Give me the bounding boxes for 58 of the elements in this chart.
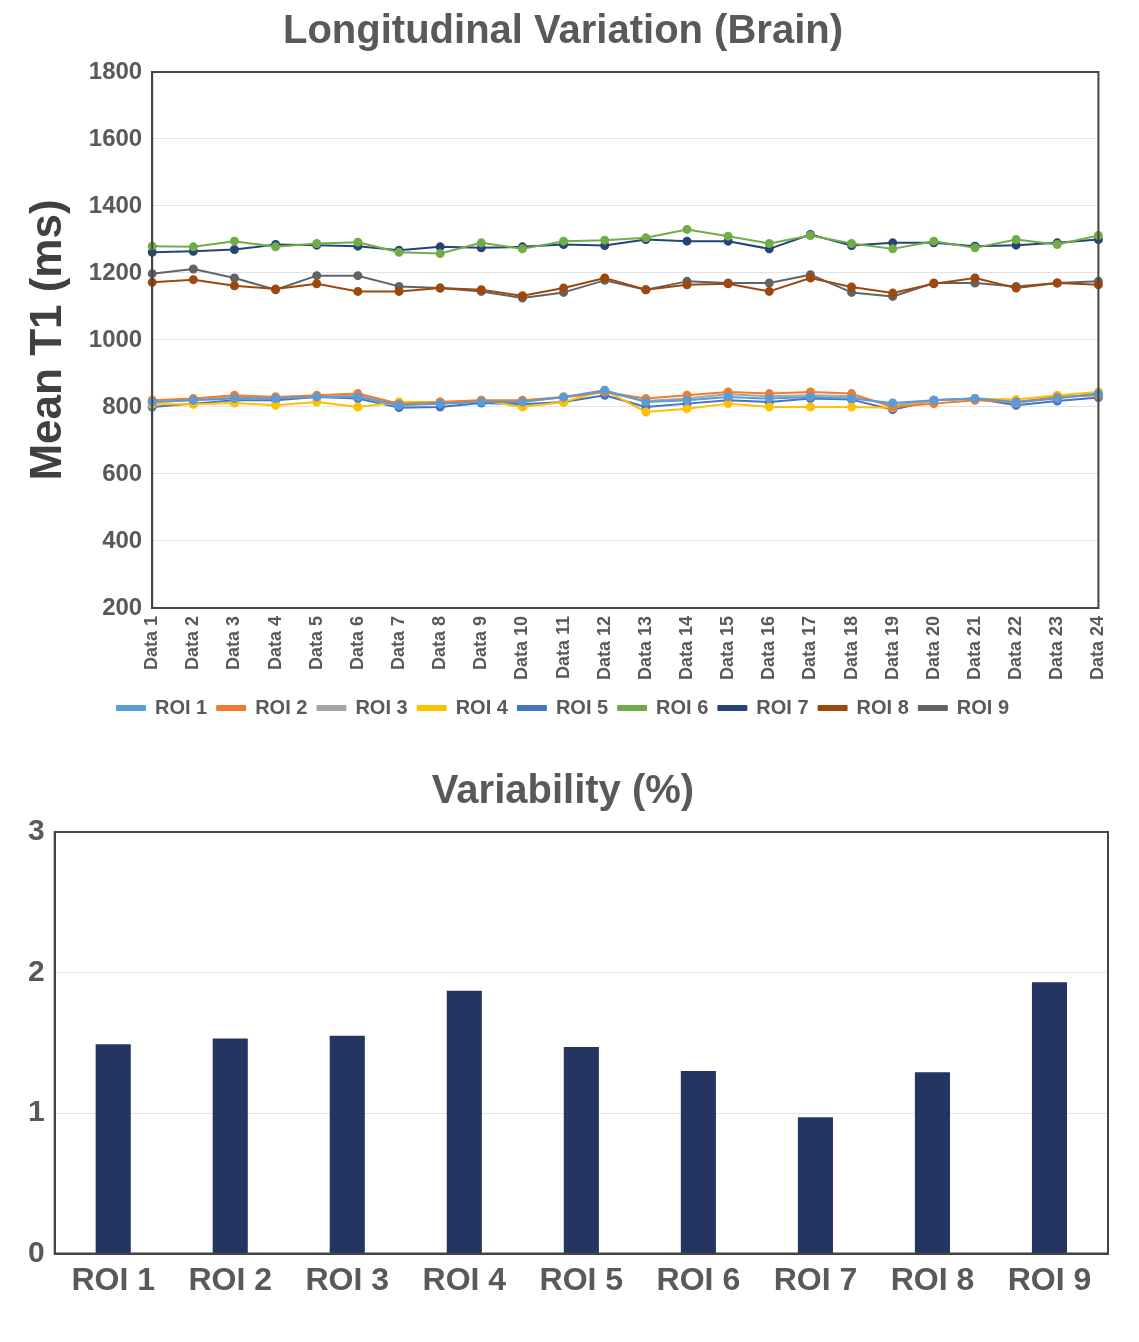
legend-label: ROI 1 <box>154 695 208 718</box>
x-tick-label: Data 14 <box>675 615 696 681</box>
x-tick-label: Data 6 <box>346 615 367 670</box>
y-tick-label: 800 <box>102 391 143 419</box>
x-tick-label: Data 4 <box>264 615 285 670</box>
x-tick-label: ROI 9 <box>1007 1260 1092 1297</box>
x-tick-label: Data 20 <box>922 615 943 681</box>
legend-label: ROI 2 <box>255 695 308 718</box>
chart-title: Longitudinal Variation (Brain) <box>283 7 843 52</box>
x-tick-label: Data 8 <box>429 615 450 670</box>
x-tick-label: ROI 5 <box>539 1260 624 1297</box>
x-tick-label: Data 21 <box>963 615 984 681</box>
y-tick-label: 600 <box>102 458 143 486</box>
x-tick-label: ROI 6 <box>656 1260 741 1297</box>
y-tick-label: 1800 <box>88 56 143 84</box>
legend-label: ROI 7 <box>756 695 809 718</box>
y-tick-label: 0 <box>28 1234 45 1268</box>
x-tick-label: ROI 8 <box>890 1260 975 1297</box>
x-tick-label: ROI 4 <box>422 1260 507 1297</box>
y-tick-label: 3 <box>28 813 45 847</box>
legend-label: ROI 8 <box>856 695 909 718</box>
x-tick-label: Data 24 <box>1087 615 1108 681</box>
legend-label: ROI 6 <box>656 695 709 718</box>
x-tick-label: Data 16 <box>758 615 779 681</box>
x-tick-label: Data 17 <box>799 615 820 681</box>
chart-title: Variability (%) <box>431 767 695 812</box>
y-tick-label: 1200 <box>88 257 143 285</box>
x-tick-label: Data 12 <box>593 615 614 681</box>
x-tick-label: ROI 1 <box>71 1260 155 1297</box>
x-tick-label: Data 3 <box>223 615 244 670</box>
y-tick-label: 1 <box>28 1094 45 1128</box>
x-tick-label: Data 23 <box>1046 615 1067 681</box>
x-tick-label: Data 5 <box>305 615 326 670</box>
x-tick-label: Data 22 <box>1005 615 1026 681</box>
y-tick-label: 2 <box>28 953 45 987</box>
x-tick-label: Data 9 <box>470 615 491 670</box>
x-tick-label: Data 15 <box>717 615 738 681</box>
x-tick-label: ROI 3 <box>305 1260 390 1297</box>
x-tick-label: Data 2 <box>182 615 203 670</box>
legend-label: ROI 4 <box>455 695 509 718</box>
legend-label: ROI 5 <box>555 695 609 718</box>
x-tick-label: Data 11 <box>552 615 573 680</box>
x-tick-label: Data 13 <box>634 615 655 681</box>
y-tick-label: 1600 <box>88 123 143 151</box>
legend-label: ROI 3 <box>355 695 408 718</box>
y-tick-label: 1400 <box>88 190 143 218</box>
x-tick-label: Data 1 <box>141 615 162 670</box>
x-tick-label: Data 19 <box>881 615 902 681</box>
x-tick-label: Data 18 <box>840 615 861 681</box>
y-tick-label: 400 <box>102 525 143 553</box>
x-tick-label: Data 7 <box>388 615 408 670</box>
y-tick-label: 200 <box>102 592 143 620</box>
y-tick-label: 1000 <box>88 324 143 352</box>
legend-label: ROI 9 <box>956 695 1010 718</box>
x-tick-label: Data 10 <box>511 615 532 681</box>
y-axis-title: Mean T1 (ms) <box>20 199 70 481</box>
x-tick-label: ROI 2 <box>188 1260 273 1297</box>
x-tick-label: ROI 7 <box>773 1260 858 1297</box>
